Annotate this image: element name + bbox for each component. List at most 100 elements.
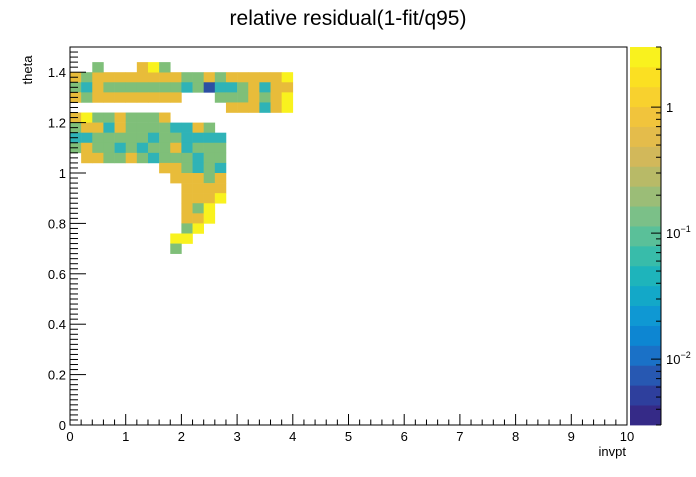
heatmap-cell — [181, 203, 193, 214]
heatmap-cell — [103, 72, 115, 83]
heatmap-cell — [92, 112, 104, 123]
heatmap-cell — [92, 152, 104, 164]
heatmap-cell — [181, 233, 193, 244]
heatmap-cell — [92, 82, 104, 93]
heatmap-cell — [214, 152, 227, 164]
heatmap-cell — [81, 132, 93, 144]
y-tick-label: 1.2 — [48, 116, 66, 131]
heatmap-cell — [103, 132, 115, 144]
heatmap-cell — [103, 152, 115, 164]
heatmap-cell — [159, 92, 171, 103]
heatmap-cell — [225, 92, 238, 103]
y-axis-label: theta — [20, 55, 35, 85]
heatmap-cell — [136, 122, 149, 133]
heatmap-cell — [192, 203, 204, 214]
heatmap-cell — [192, 223, 204, 234]
colorbar-segment — [630, 226, 661, 247]
heatmap-cell — [248, 72, 260, 83]
heatmap-cell — [92, 142, 104, 154]
heatmap-cell — [192, 132, 204, 144]
heatmap-cell — [147, 92, 160, 103]
heatmap-cell — [159, 82, 171, 93]
heatmap-cell — [114, 142, 126, 154]
heatmap-cell — [270, 92, 282, 103]
heatmap-cell — [114, 82, 126, 93]
heatmap-cell — [125, 92, 138, 103]
heatmap-cell — [181, 142, 193, 154]
heatmap-cell — [103, 122, 115, 133]
heatmap-cell — [281, 92, 294, 103]
heatmap-cell — [203, 183, 216, 194]
heatmap-cells — [70, 62, 294, 254]
heatmap-cell — [114, 122, 126, 133]
heatmap-cell — [170, 132, 182, 144]
heatmap-cell — [192, 152, 204, 164]
heatmap-cell — [114, 112, 126, 123]
heatmap-cell — [136, 92, 149, 103]
heatmap-cell — [125, 152, 138, 164]
heatmap-cell — [136, 82, 149, 93]
heatmap-cell — [203, 122, 216, 133]
heatmap-cell — [248, 82, 260, 93]
heatmap-cell — [192, 173, 204, 184]
heatmap-cell — [103, 92, 115, 103]
x-tick-label: 4 — [289, 429, 296, 444]
heatmap-cell — [214, 142, 227, 154]
heatmap-cell — [192, 193, 204, 204]
heatmap-cell — [125, 122, 138, 133]
heatmap-cell — [214, 92, 227, 103]
heatmap-cell — [170, 173, 182, 184]
heatmap-cell — [270, 102, 282, 113]
heatmap-cell — [225, 82, 238, 93]
heatmap-cell — [225, 72, 238, 83]
heatmap-cell — [81, 152, 93, 164]
x-tick-label: 2 — [178, 429, 185, 444]
heatmap-cell — [237, 82, 249, 93]
heatmap-cell — [214, 173, 227, 184]
heatmap-cell — [181, 132, 193, 144]
heatmap-cell — [270, 72, 282, 83]
heatmap-cell — [203, 142, 216, 154]
heatmap-cell — [192, 142, 204, 154]
heatmap-cell — [170, 122, 182, 133]
heatmap-cell — [237, 72, 249, 83]
heatmap-cell — [125, 142, 138, 154]
heatmap-cell — [203, 213, 216, 224]
heatmap-cell — [203, 82, 216, 93]
heatmap-cell — [147, 112, 160, 123]
heatmap-cell — [81, 112, 93, 123]
heatmap-cell — [125, 82, 138, 93]
y-tick-label: 0.2 — [48, 368, 66, 383]
heatmap-cell — [203, 173, 216, 184]
heatmap-cell — [214, 193, 227, 204]
x-tick-label: 1 — [122, 429, 129, 444]
heatmap-cell — [281, 82, 294, 93]
heatmap-cell — [136, 142, 149, 154]
heatmap-cell — [170, 72, 182, 83]
heatmap-cell — [114, 72, 126, 83]
heatmap-cell — [81, 142, 93, 154]
x-axis: 0 1 2 3 4 5 6 7 8 9 10 — [66, 414, 634, 444]
y-tick-label: 0 — [59, 418, 66, 433]
plot-frame — [69, 46, 628, 426]
heatmap-cell — [136, 112, 149, 123]
heatmap-cell — [147, 82, 160, 93]
heatmap-cell — [214, 72, 227, 83]
heatmap-cell — [281, 72, 294, 83]
heatmap-cell — [114, 132, 126, 144]
heatmap-cell — [147, 142, 160, 154]
heatmap-cell — [136, 72, 149, 83]
heatmap-cell — [214, 132, 227, 144]
y-tick-label: 0.4 — [48, 317, 66, 332]
heatmap-cell — [114, 92, 126, 103]
y-tick-label: 1.4 — [48, 65, 66, 80]
heatmap-cell — [181, 72, 193, 83]
heatmap-cell — [125, 132, 138, 144]
colorbar-segment — [630, 106, 661, 127]
heatmap-cell — [181, 213, 193, 224]
y-tick-label: 1 — [59, 166, 66, 181]
heatmap-cell — [147, 152, 160, 164]
heatmap-cell — [147, 62, 160, 73]
heatmap-cell — [159, 112, 171, 123]
colorbar-segment — [630, 285, 661, 307]
